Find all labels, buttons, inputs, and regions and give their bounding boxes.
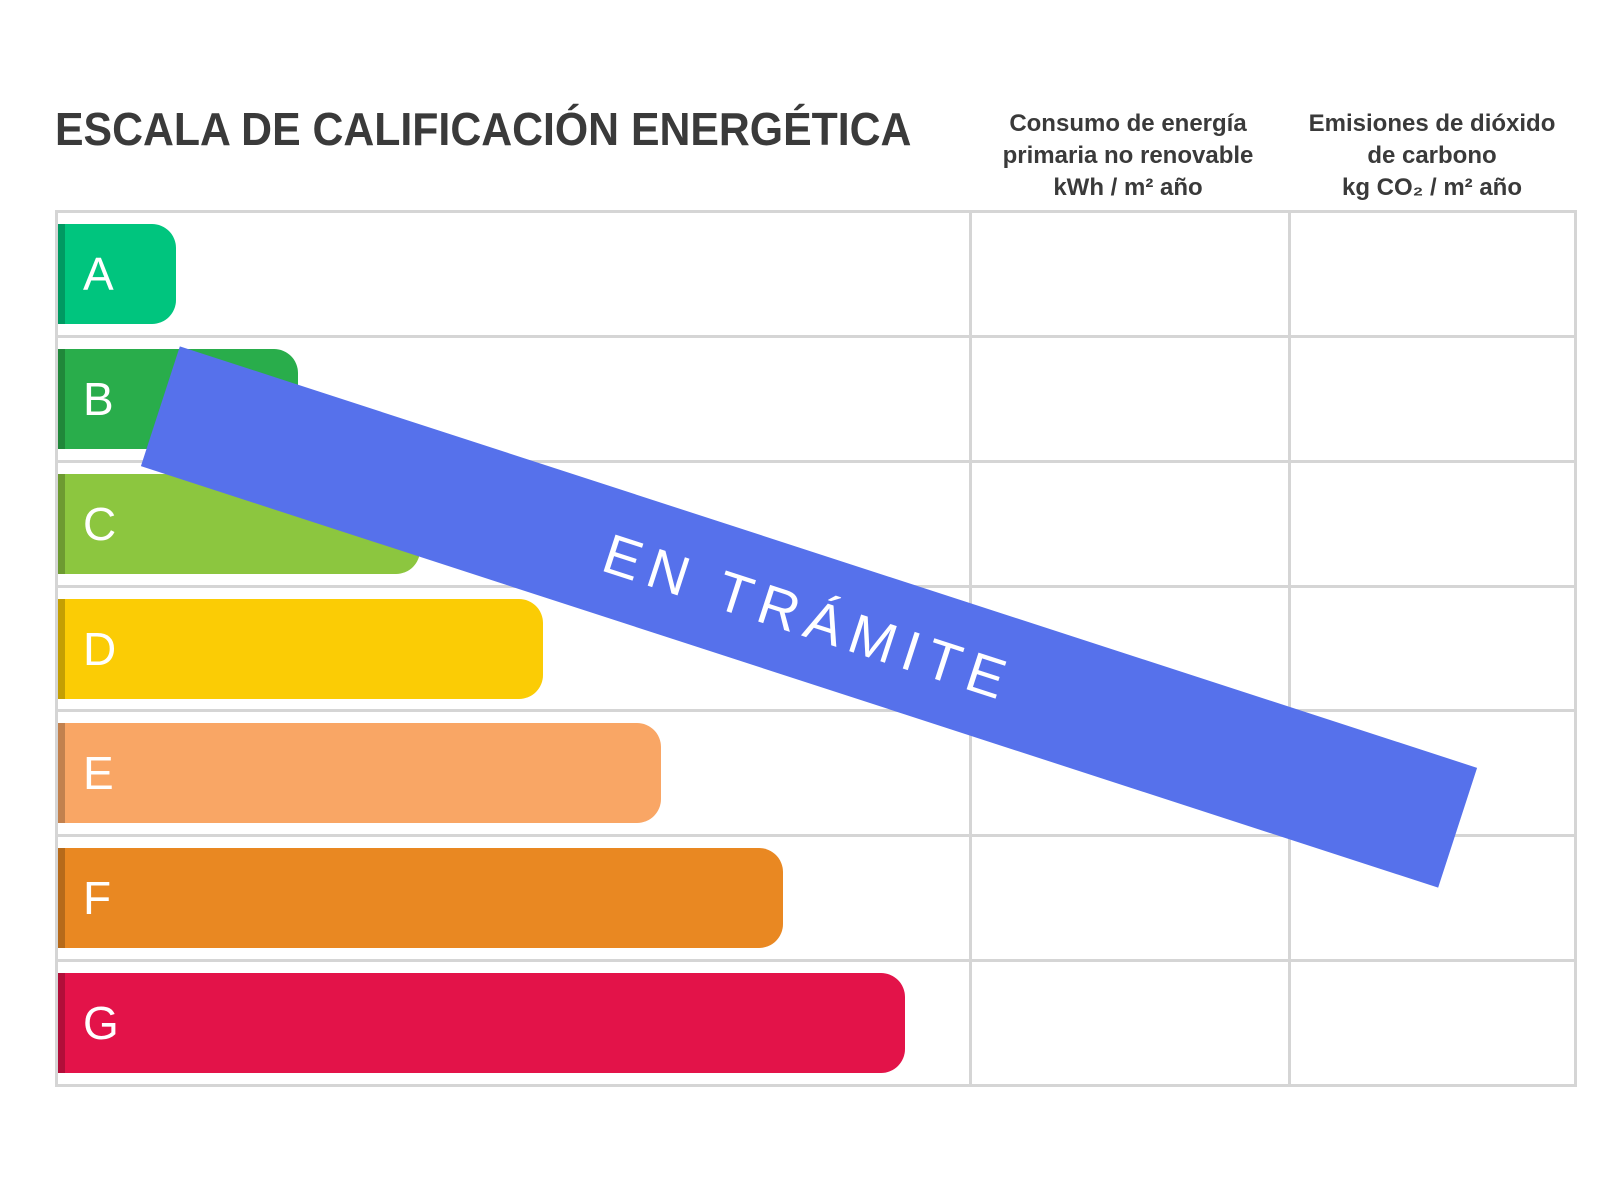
rating-bar-a: A [58,224,176,324]
rating-letter-b: B [83,372,114,425]
rating-row-a: A [58,213,1574,338]
rating-letter-g: G [83,997,119,1050]
rating-letter-c: C [83,497,117,550]
column-divider-emissions [1288,213,1291,1084]
column-header-consumption-line1: Consumo de energía [1009,110,1247,137]
rating-bar-e: E [58,723,661,824]
column-header-emissions-unit: kg CO₂ / m² año [1341,174,1522,201]
column-header-emissions-line2: de carbono [1367,142,1497,169]
column-header-consumption: Consumo de energía primaria no renovable… [958,108,1298,204]
rating-letter-d: D [83,622,117,675]
column-header-emissions: Emisiones de dióxido de carbono kg CO₂ /… [1262,108,1600,204]
rating-row-e: E [58,712,1574,838]
rating-letter-f: F [83,872,112,925]
rating-row-d: D [58,588,1574,713]
rating-letter-a: A [83,248,114,300]
rating-table: A B C D E F G [55,210,1577,1087]
rating-bar-d: D [58,598,543,699]
rating-letter-e: E [83,747,114,800]
column-header-emissions-line1: Emisiones de dióxido [1308,110,1556,137]
column-header-consumption-unit: kWh / m² año [1053,174,1203,201]
rating-bar-g: G [58,973,905,1074]
rating-row-f: F [58,837,1574,963]
column-header-consumption-line2: primaria no renovable [1002,142,1254,169]
page-title: ESCALA DE CALIFICACIÓN ENERGÉTICA [55,103,912,155]
rating-row-g: G [58,962,1574,1084]
rating-bar-f: F [58,848,783,949]
